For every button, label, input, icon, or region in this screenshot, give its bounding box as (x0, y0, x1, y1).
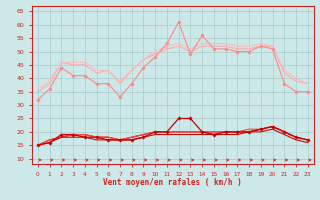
X-axis label: Vent moyen/en rafales ( km/h ): Vent moyen/en rafales ( km/h ) (103, 178, 242, 187)
